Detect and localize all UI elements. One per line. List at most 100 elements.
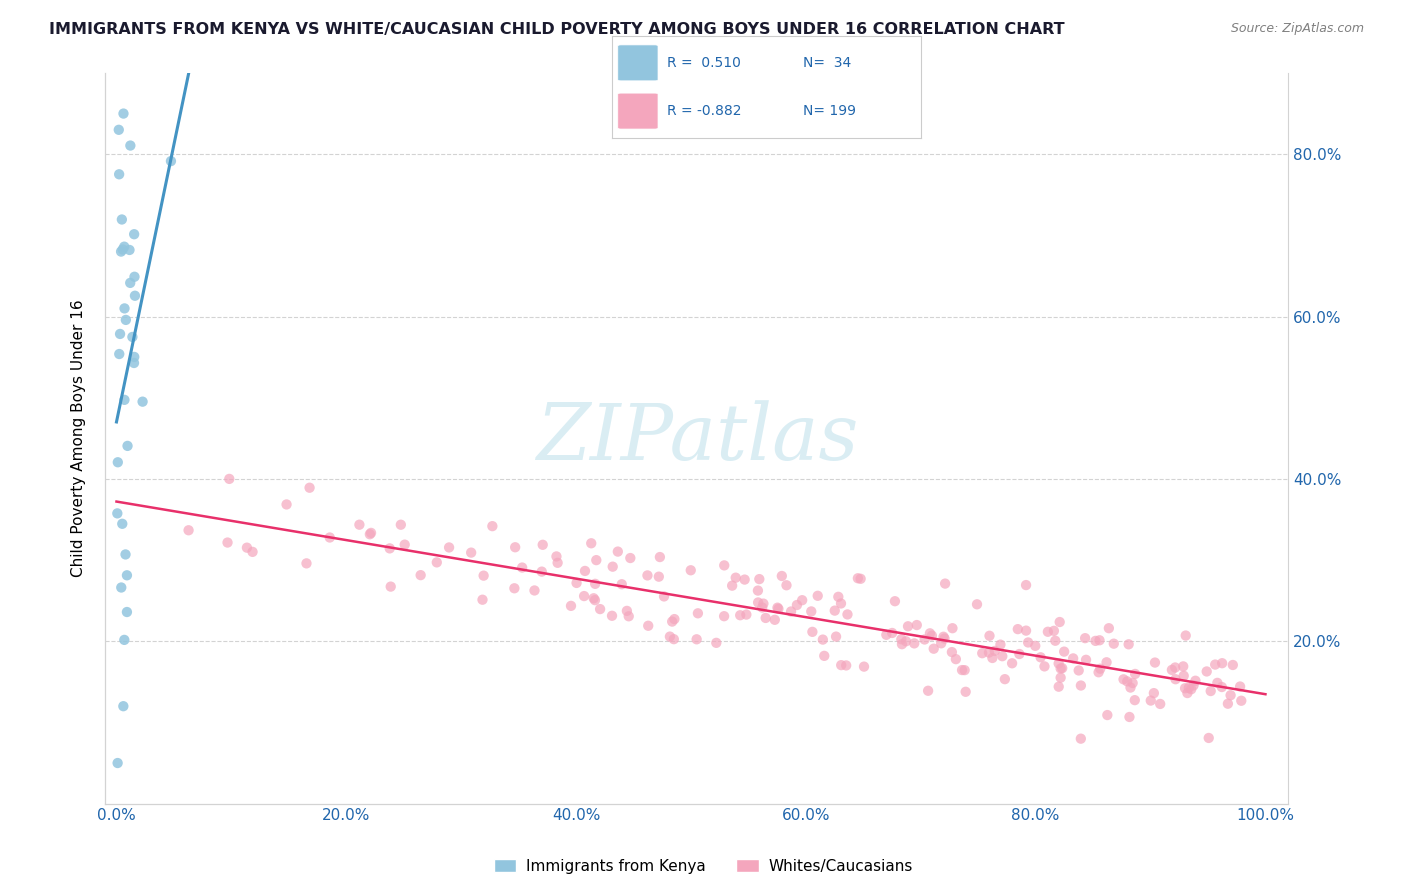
Point (827, 590, 849, 604)
Point (360, 525, 382, 540)
Point (1070, 731, 1092, 746)
Point (1180, 682, 1202, 697)
Point (800, 604, 823, 618)
Point (121, 330, 143, 344)
Point (1036, 624, 1059, 639)
Point (1049, 615, 1071, 629)
FancyBboxPatch shape (617, 45, 658, 81)
Point (1087, 665, 1109, 680)
Point (929, 636, 952, 650)
Point (1178, 681, 1201, 695)
Point (1050, 661, 1073, 675)
Point (426, 555, 449, 569)
Point (572, 589, 595, 603)
Point (115, 605, 138, 619)
Point (932, 630, 955, 644)
Point (1173, 669, 1195, 683)
Point (1033, 659, 1056, 673)
Point (105, 507, 128, 521)
Point (679, 563, 702, 577)
Point (1112, 673, 1135, 687)
Point (801, 624, 824, 639)
Point (1211, 680, 1233, 694)
Point (124, 269, 146, 284)
Point (218, 472, 240, 486)
Point (1149, 697, 1171, 711)
Point (786, 598, 808, 612)
Point (547, 556, 569, 570)
Point (994, 672, 1017, 686)
Point (349, 517, 371, 532)
Point (981, 651, 1004, 665)
Point (523, 583, 546, 598)
Point (747, 595, 769, 609)
Point (1118, 710, 1140, 724)
Point (1074, 631, 1097, 645)
Point (1095, 655, 1118, 669)
Point (1070, 679, 1092, 693)
Point (752, 597, 775, 611)
Point (979, 629, 1001, 643)
Point (990, 638, 1012, 652)
Point (966, 597, 988, 611)
Point (1008, 647, 1031, 661)
Point (1067, 664, 1090, 678)
Point (1211, 657, 1233, 671)
Point (849, 572, 872, 586)
Point (546, 549, 568, 564)
Point (780, 605, 803, 619)
Point (941, 621, 963, 635)
Point (378, 541, 401, 556)
Point (472, 568, 495, 582)
Point (1053, 645, 1076, 659)
Point (217, 535, 239, 549)
Point (1222, 658, 1244, 673)
Point (110, 244, 132, 259)
Point (581, 536, 603, 550)
Point (111, 243, 134, 257)
Point (1198, 731, 1220, 745)
Point (1119, 681, 1142, 695)
Point (1102, 637, 1125, 651)
Point (1088, 633, 1111, 648)
Point (768, 602, 790, 616)
Point (108, 347, 131, 361)
Point (713, 609, 735, 624)
Point (658, 630, 681, 644)
Point (1206, 676, 1229, 690)
Y-axis label: Child Poverty Among Boys Under 16: Child Poverty Among Boys Under 16 (72, 300, 86, 577)
Point (751, 600, 773, 615)
Point (1029, 650, 1052, 665)
Point (582, 591, 605, 606)
Point (389, 517, 412, 532)
Point (884, 594, 907, 608)
Point (606, 544, 628, 558)
Point (530, 565, 553, 579)
Point (114, 548, 136, 562)
Point (824, 604, 846, 618)
Point (1024, 639, 1046, 653)
Point (1164, 660, 1187, 674)
Point (610, 577, 633, 591)
Text: Source: ZipAtlas.com: Source: ZipAtlas.com (1230, 22, 1364, 36)
Point (685, 632, 707, 647)
Point (941, 645, 963, 659)
Point (131, 394, 153, 409)
Point (1143, 686, 1166, 700)
Point (748, 572, 770, 586)
Point (437, 541, 460, 555)
Point (111, 516, 134, 531)
Point (1139, 693, 1161, 707)
Point (914, 632, 936, 647)
Point (107, 756, 129, 770)
Point (846, 571, 869, 585)
Point (111, 212, 134, 227)
Point (560, 599, 582, 613)
Point (894, 634, 917, 648)
Point (934, 576, 956, 591)
Point (108, 167, 131, 181)
Point (1216, 697, 1239, 711)
Point (648, 549, 671, 564)
Point (619, 551, 641, 566)
Point (602, 559, 624, 574)
